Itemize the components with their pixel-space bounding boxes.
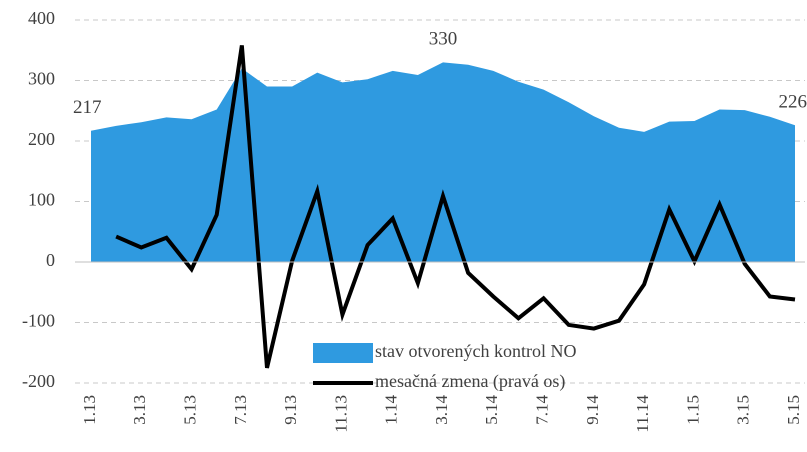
- y-tick-label: -200: [22, 371, 55, 391]
- data-label: 330: [429, 29, 458, 50]
- data-label: 217: [73, 97, 102, 118]
- area: [91, 62, 795, 262]
- line: [115, 45, 796, 369]
- x-tick-label: 11.13: [331, 395, 350, 433]
- x-tick-label: 9.13: [281, 395, 300, 425]
- x-tick-label: 1.13: [80, 395, 99, 425]
- x-tick-label: 9.14: [583, 395, 602, 425]
- x-tick-label: 1.14: [382, 395, 401, 425]
- y-tick-label: 400: [28, 8, 55, 28]
- x-tick-label: 7.13: [231, 395, 250, 425]
- y-tick-label: 100: [28, 190, 55, 210]
- x-tick-label: 11.14: [633, 395, 652, 433]
- y-tick-label: -100: [22, 311, 55, 331]
- x-tick-label: 5.13: [180, 395, 199, 425]
- x-tick-label: 3.13: [130, 395, 149, 425]
- x-tick-label: 3.15: [734, 395, 753, 425]
- y-tick-label: 300: [28, 69, 55, 89]
- x-tick-label: 1.15: [683, 395, 702, 425]
- y-tick-label: 0: [46, 250, 55, 270]
- legend-swatch: [313, 343, 373, 363]
- y-tick-label: 200: [28, 129, 55, 149]
- x-tick-label: 3.14: [432, 395, 451, 425]
- legend-label: mesačná zmena (pravá os): [375, 371, 565, 392]
- x-tick-label: 7.14: [532, 395, 551, 425]
- legend-label: stav otvorených kontrol NO: [375, 341, 576, 361]
- data-label: 226: [779, 92, 807, 113]
- x-tick-label: 5.14: [482, 395, 501, 425]
- x-tick-label: 5.15: [784, 395, 803, 425]
